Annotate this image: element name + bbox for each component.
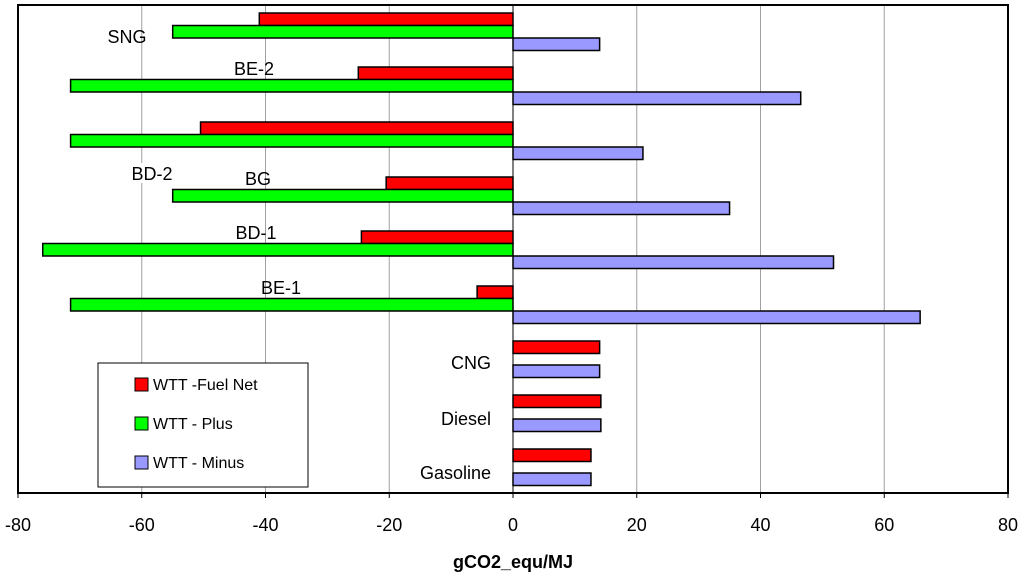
- bar-minus: [512, 418, 602, 433]
- category-label: BD-2: [131, 164, 172, 184]
- bar-minus: [512, 310, 921, 325]
- x-tick-label: 40: [750, 515, 770, 535]
- category-label: BE-2: [234, 59, 274, 79]
- category-label: Gasoline: [420, 463, 491, 483]
- x-tick-label: 60: [874, 515, 894, 535]
- category-label: BG: [245, 169, 271, 189]
- x-tick-label: -60: [129, 515, 155, 535]
- legend: WTT -Fuel Net WTT - Plus WTT - Minus: [97, 362, 309, 488]
- legend-swatch: [134, 455, 149, 470]
- bar-minus: [512, 37, 601, 52]
- category-label: Diesel: [441, 409, 491, 429]
- bar-plus: [171, 24, 514, 39]
- x-tick-label: 20: [627, 515, 647, 535]
- bar-fuel-net: [258, 12, 514, 27]
- bar-minus: [512, 146, 644, 161]
- category-label: BD-1: [235, 223, 276, 243]
- x-tick-label: -20: [376, 515, 402, 535]
- bar-fuel-net: [512, 448, 592, 463]
- x-axis-title: gCO2_equ/MJ: [453, 552, 573, 572]
- bar-fuel-net: [476, 285, 514, 300]
- bar-plus: [69, 297, 514, 312]
- bar-fuel-net: [199, 121, 514, 136]
- bars: [42, 12, 921, 487]
- bar-minus: [512, 472, 592, 487]
- bar-fuel-net: [385, 176, 514, 191]
- bar-plus: [171, 188, 514, 203]
- x-axis-ticks: -80 -60 -40 -20 0 20 40 60 80: [5, 493, 1018, 535]
- legend-label: WTT - Minus: [153, 455, 244, 472]
- legend-swatch: [134, 416, 149, 431]
- category-labels: SNG BE-2 BD-2 BG BD-1 BE-1 CNG Diesel Gasoline: [107, 27, 491, 483]
- bar-fuel-net: [360, 230, 514, 245]
- bar-minus: [512, 201, 731, 216]
- category-label: BE-1: [261, 278, 301, 298]
- legend-label: WTT - Plus: [153, 416, 233, 433]
- bar-fuel-net: [357, 66, 514, 81]
- x-tick-label: 0: [508, 515, 518, 535]
- category-label: CNG: [451, 353, 491, 373]
- bar-fuel-net: [512, 340, 601, 355]
- legend-label: WTT -Fuel Net: [153, 377, 258, 394]
- bar-minus: [512, 255, 835, 270]
- bar-plus: [69, 78, 514, 93]
- bar-plus: [69, 133, 514, 148]
- bar-fuel-net: [512, 394, 602, 409]
- category-label-background: [124, 163, 180, 183]
- x-tick-label: 80: [998, 515, 1018, 535]
- bar-minus: [512, 364, 601, 379]
- x-tick-label: -80: [5, 515, 31, 535]
- legend-swatch: [134, 377, 149, 392]
- x-tick-label: -40: [252, 515, 278, 535]
- bar-plus: [42, 242, 514, 257]
- legend-box: [97, 362, 309, 488]
- bar-minus: [512, 91, 802, 106]
- category-label: SNG: [107, 27, 146, 47]
